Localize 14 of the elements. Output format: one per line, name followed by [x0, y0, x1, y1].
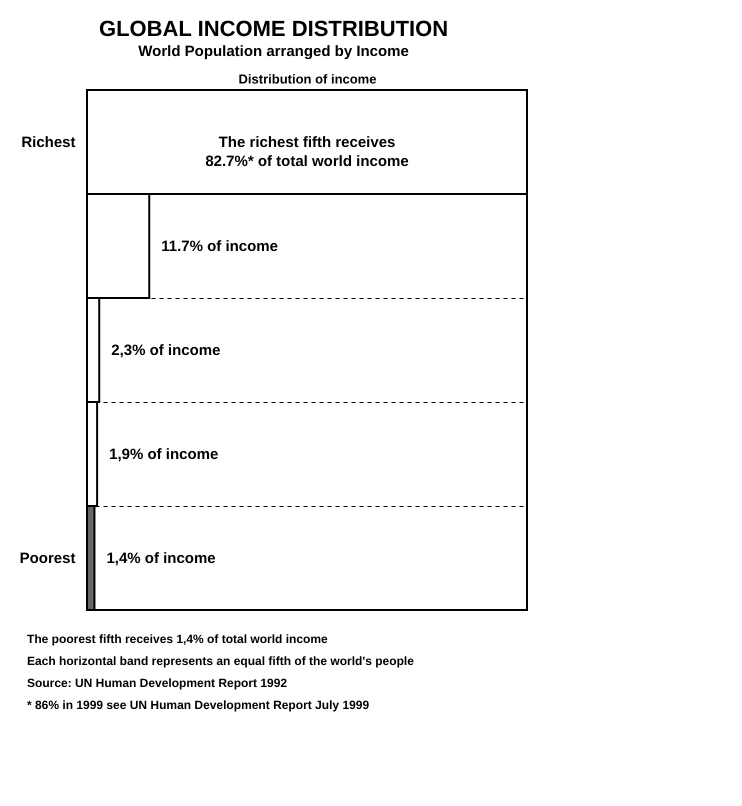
data-label: 1,9% of income: [109, 446, 218, 463]
data-label: 11.7% of income: [161, 238, 278, 255]
source-note: Source: UN Human Development Report 1992: [27, 676, 288, 690]
data-label: 1,4% of income: [106, 550, 216, 567]
y-tick-label: Poorest: [20, 550, 76, 567]
data-label: 2,3% of income: [111, 342, 220, 359]
chart-title: GLOBAL INCOME DISTRIBUTION: [99, 16, 448, 41]
chart-subtitle: World Population arranged by Income: [138, 43, 409, 60]
text: The poorest fifth receives 1,4% of total world income: [27, 632, 328, 646]
x-axis-title: Distribution of income: [238, 72, 376, 86]
text: * 86% in 1999 see UN Human Development Report July 1999: [27, 698, 370, 712]
y-tick-label: Richest: [21, 134, 76, 151]
text: Each horizontal band represents an equal fifth of the world's people: [27, 654, 414, 668]
data-label: The richest fifth receives 82.7%* of total world income: [205, 134, 409, 170]
